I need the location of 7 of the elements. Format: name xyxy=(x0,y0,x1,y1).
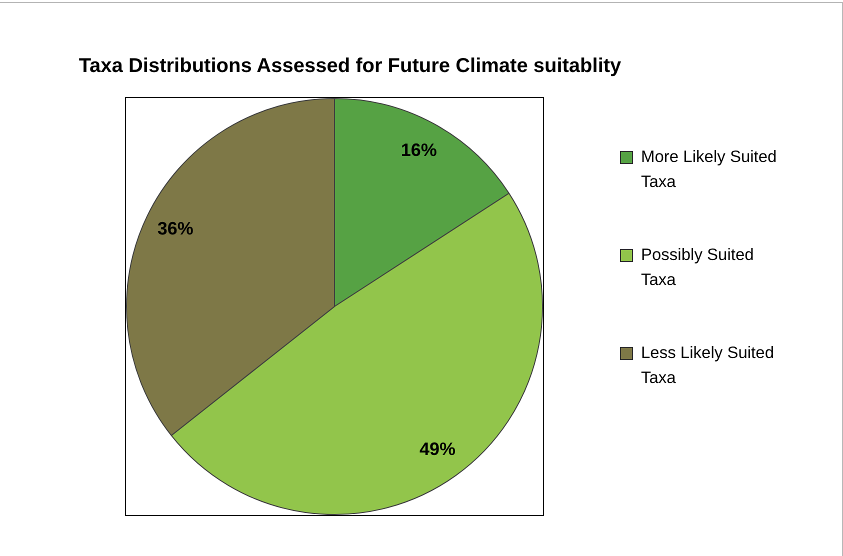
legend-label: Possibly Suited Taxa xyxy=(641,245,755,291)
legend-label: Less Likely Suited Taxa xyxy=(641,343,775,389)
data-label: 16% xyxy=(400,140,437,160)
data-label: 49% xyxy=(420,439,456,460)
data-label: 36% xyxy=(157,218,194,238)
chart-title: Taxa Distributions Assessed for Future Climate suitablity xyxy=(78,55,622,78)
legend-label: More Likely Suited Taxa xyxy=(641,147,778,193)
